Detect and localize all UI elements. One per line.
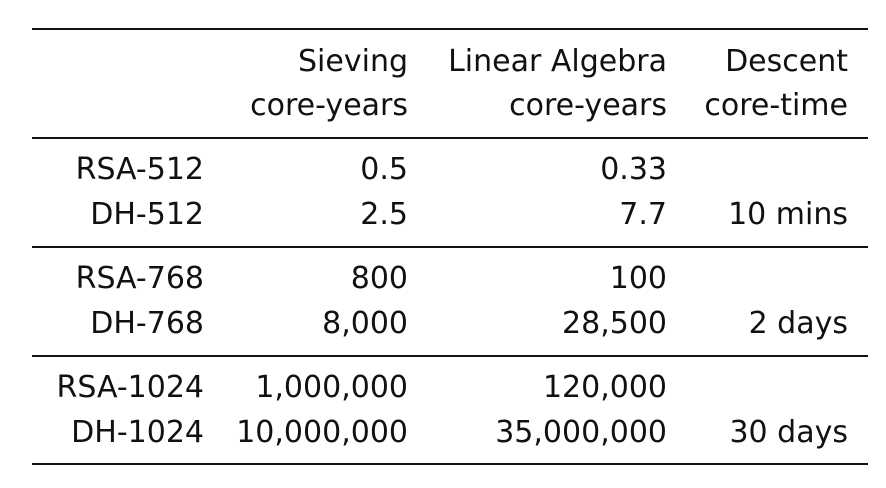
top-rule — [32, 28, 868, 30]
row-label: RSA-512 — [75, 152, 204, 187]
row-label: RSA-1024 — [56, 370, 204, 405]
sieving-value: 2.5 — [360, 197, 408, 232]
header-linear-algebra: Linear Algebra — [448, 44, 667, 79]
row-label: DH-768 — [90, 306, 204, 341]
linear-algebra-value: 120,000 — [542, 370, 667, 405]
linear-algebra-value: 7.7 — [619, 197, 667, 232]
header-descent-unit: core-time — [704, 88, 848, 123]
linear-algebra-value: 35,000,000 — [495, 415, 667, 450]
header-sieving-unit: core-years — [250, 88, 408, 123]
row-label: DH-1024 — [71, 415, 204, 450]
descent-value: 2 days — [748, 306, 848, 341]
descent-value: 10 mins — [728, 197, 848, 232]
header-rule — [32, 137, 868, 139]
row-label: RSA-768 — [75, 261, 204, 296]
sieving-value: 0.5 — [360, 152, 408, 187]
sieving-value: 8,000 — [322, 306, 408, 341]
header-linear-algebra-unit: core-years — [509, 88, 667, 123]
linear-algebra-value: 28,500 — [562, 306, 667, 341]
linear-algebra-value: 100 — [609, 261, 667, 296]
sieving-value: 800 — [350, 261, 408, 296]
bottom-rule — [32, 463, 868, 465]
group-rule-2 — [32, 355, 868, 357]
header-descent: Descent — [725, 44, 848, 79]
row-label: DH-512 — [90, 197, 204, 232]
sieving-value: 10,000,000 — [236, 415, 408, 450]
group-rule-1 — [32, 246, 868, 248]
header-sieving: Sieving — [298, 44, 408, 79]
descent-value: 30 days — [729, 415, 848, 450]
sieving-value: 1,000,000 — [255, 370, 408, 405]
linear-algebra-value: 0.33 — [600, 152, 667, 187]
